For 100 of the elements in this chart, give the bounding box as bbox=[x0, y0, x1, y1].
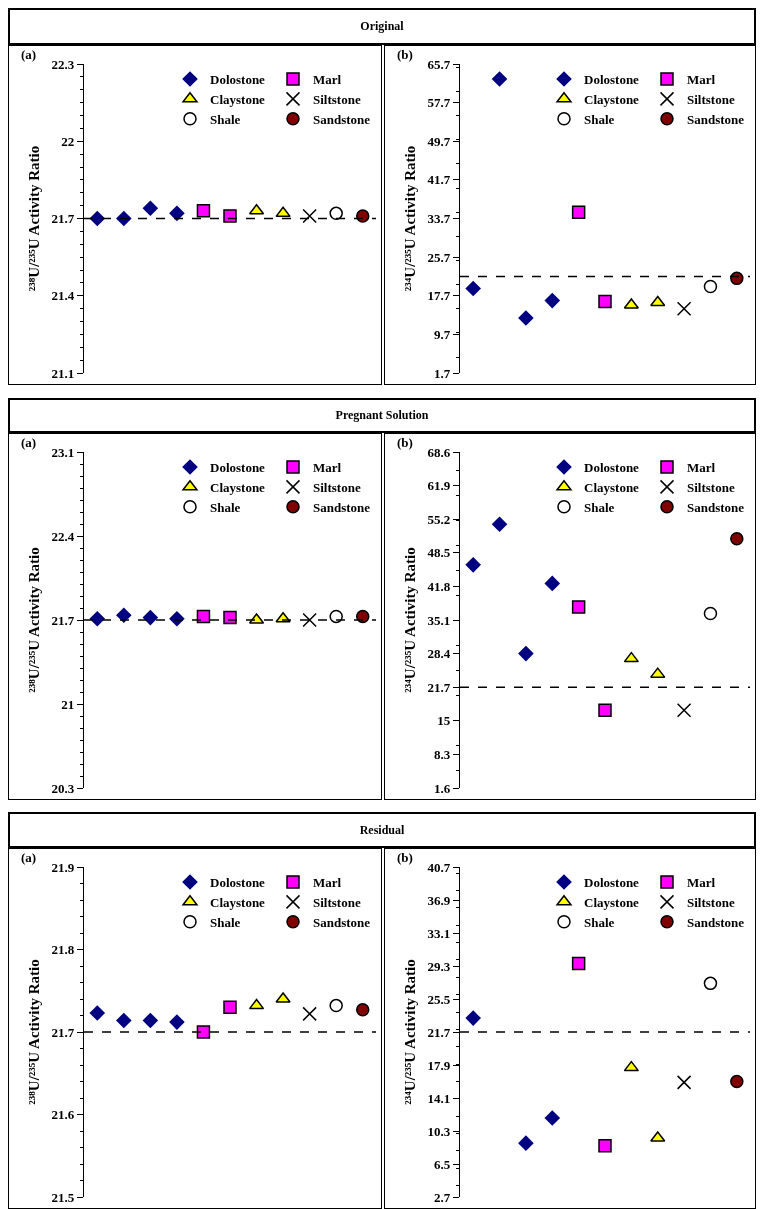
point bbox=[465, 280, 481, 297]
y-tick-label: 48.5 bbox=[427, 545, 451, 561]
point bbox=[598, 294, 612, 309]
point bbox=[518, 310, 534, 326]
y-tick-label: 21.7 bbox=[427, 1024, 451, 1040]
y-axis-title: ²³⁸U/²³⁵U Activity Ratio bbox=[25, 959, 42, 1105]
point bbox=[676, 1075, 692, 1090]
point bbox=[518, 1135, 534, 1151]
y-tick-label: 22 bbox=[61, 133, 75, 149]
y-tick-label: 17.7 bbox=[427, 288, 451, 304]
y-tick-label: 6.5 bbox=[433, 1156, 451, 1172]
y-tick-label: 21.7 bbox=[51, 211, 75, 227]
point bbox=[703, 279, 718, 294]
y-tick-label: 21.6 bbox=[51, 1107, 75, 1123]
legend-label: Claystone bbox=[210, 91, 266, 107]
point bbox=[703, 606, 718, 621]
legend-label: Dolostone bbox=[210, 460, 266, 476]
legend-label: Claystone bbox=[584, 894, 640, 910]
y-axis-title: ²³⁴U/²³⁵U Activity Ratio bbox=[401, 959, 418, 1105]
y-axis-title: ²³⁴U/²³⁵U Activity Ratio bbox=[401, 145, 418, 292]
y-tick-label: 22.3 bbox=[51, 56, 75, 72]
point bbox=[730, 271, 744, 286]
y-tick-label: 40.7 bbox=[427, 859, 451, 875]
point bbox=[650, 295, 666, 307]
point bbox=[598, 703, 612, 718]
chart-title: Original bbox=[8, 8, 756, 45]
point bbox=[491, 71, 508, 87]
y-tick-label: 61.9 bbox=[427, 478, 451, 494]
chart-title: Residual bbox=[8, 812, 756, 848]
y-tick-label: 28.4 bbox=[427, 646, 451, 662]
legend-label: Claystone bbox=[210, 479, 266, 495]
y-tick-label: 41.7 bbox=[427, 172, 451, 188]
y-tick-label: 21.7 bbox=[427, 679, 451, 695]
y-tick-label: 10.3 bbox=[427, 1123, 451, 1139]
legend-label: Marl bbox=[687, 875, 716, 891]
y-tick-label: 33.7 bbox=[427, 211, 451, 227]
point bbox=[623, 651, 640, 663]
legend-label: Shale bbox=[584, 111, 615, 127]
y-tick-label: 2.7 bbox=[433, 1189, 451, 1205]
y-tick-label: 25.7 bbox=[427, 249, 451, 265]
chart-title: Pregnant Solution bbox=[8, 398, 756, 433]
y-tick-label: 8.3 bbox=[433, 746, 451, 762]
y-tick-label: 55.2 bbox=[427, 511, 451, 527]
legend-label: Marl bbox=[313, 72, 342, 88]
point bbox=[598, 1139, 612, 1153]
y-tick-label: 15 bbox=[437, 713, 451, 729]
point bbox=[730, 532, 744, 546]
point bbox=[544, 292, 561, 309]
y-tick-label: 65.7 bbox=[427, 56, 451, 72]
y-tick-label: 17.9 bbox=[427, 1057, 451, 1073]
point bbox=[491, 516, 508, 533]
point bbox=[676, 301, 692, 317]
point bbox=[518, 645, 534, 662]
y-tick-label: 25.5 bbox=[427, 991, 451, 1007]
y-tick-label: 22.4 bbox=[51, 528, 75, 544]
legend-label: Siltstone bbox=[313, 894, 361, 910]
legend-label: Marl bbox=[687, 72, 716, 88]
y-tick-label: 14.1 bbox=[427, 1090, 451, 1106]
y-tick-label: 1.7 bbox=[433, 365, 451, 381]
text: (b) bbox=[397, 435, 413, 450]
text: (a) bbox=[21, 47, 37, 62]
text: (b) bbox=[397, 850, 413, 865]
point bbox=[623, 1060, 640, 1072]
legend-label: Claystone bbox=[584, 479, 640, 495]
legend-label: Shale bbox=[584, 914, 615, 930]
legend-label: Shale bbox=[210, 914, 241, 930]
y-tick-label: 9.7 bbox=[433, 326, 451, 342]
text: (a) bbox=[21, 435, 37, 450]
y-axis-title: ²³⁴U/²³⁵U Activity Ratio bbox=[401, 547, 418, 693]
legend-label: Marl bbox=[313, 460, 342, 476]
y-tick-label: 23.1 bbox=[51, 444, 75, 460]
legend-label: Sandstone bbox=[687, 499, 745, 515]
point bbox=[571, 600, 586, 614]
y-tick-label: 49.7 bbox=[427, 133, 451, 149]
legend-label: Dolostone bbox=[210, 875, 266, 891]
legend-label: Shale bbox=[210, 111, 241, 127]
y-tick-label: 57.7 bbox=[427, 95, 451, 111]
legend-label: Siltstone bbox=[313, 91, 361, 107]
legend-label: Sandstone bbox=[687, 111, 745, 127]
y-tick-label: 35.1 bbox=[427, 612, 451, 628]
point bbox=[465, 1010, 481, 1026]
y-tick-label: 21.4 bbox=[51, 288, 75, 304]
text: (b) bbox=[397, 47, 413, 62]
y-tick-label: 21.7 bbox=[51, 1024, 75, 1040]
y-tick-label: 21 bbox=[61, 696, 75, 712]
legend-label: Siltstone bbox=[687, 91, 735, 107]
point bbox=[703, 976, 718, 991]
legend-label: Claystone bbox=[584, 91, 640, 107]
y-tick-label: 21.9 bbox=[51, 859, 75, 875]
legend-label: Shale bbox=[584, 499, 615, 515]
y-tick-label: 21.8 bbox=[51, 942, 75, 958]
text: (a) bbox=[21, 850, 37, 865]
point bbox=[730, 1074, 744, 1089]
point bbox=[571, 956, 586, 971]
y-tick-label: 21.7 bbox=[51, 612, 75, 628]
y-tick-label: 1.6 bbox=[433, 780, 451, 796]
y-axis-title: ²³⁸U/²³⁵U Activity Ratio bbox=[25, 547, 42, 693]
legend-label: Sandstone bbox=[313, 499, 371, 515]
legend-label: Siltstone bbox=[687, 894, 735, 910]
y-tick-label: 29.3 bbox=[427, 958, 451, 974]
